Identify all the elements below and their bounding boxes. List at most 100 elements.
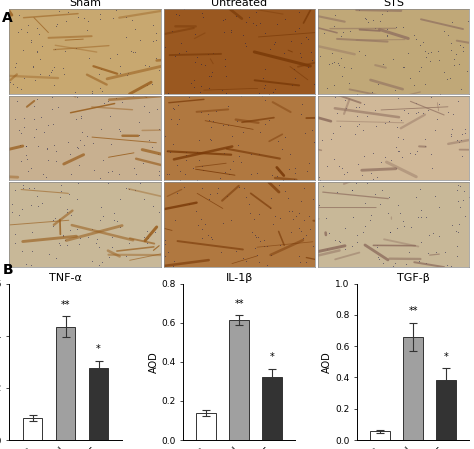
Point: [117, 62, 124, 70]
Point: [13, 97, 20, 104]
Point: [129, 49, 137, 56]
Point: [259, 92, 266, 99]
Point: [310, 196, 317, 203]
Point: [227, 165, 234, 172]
Point: [55, 103, 62, 110]
Point: [55, 240, 63, 247]
Point: [318, 136, 326, 144]
Point: [455, 229, 462, 236]
Point: [127, 48, 135, 55]
Point: [243, 257, 250, 264]
Point: [146, 231, 154, 238]
Point: [128, 16, 136, 23]
Point: [78, 128, 86, 135]
Point: [461, 129, 468, 136]
Point: [15, 28, 22, 35]
Point: [276, 215, 284, 222]
Point: [307, 226, 314, 233]
Point: [63, 206, 71, 213]
Point: [360, 127, 367, 134]
Point: [308, 126, 316, 133]
Point: [389, 56, 396, 63]
Point: [255, 150, 263, 158]
Point: [49, 222, 56, 229]
Point: [145, 108, 153, 115]
Point: [431, 127, 439, 134]
Point: [17, 158, 25, 165]
Point: [288, 207, 295, 214]
Point: [376, 256, 383, 263]
Point: [197, 60, 205, 67]
Point: [66, 150, 74, 158]
Point: [181, 183, 188, 190]
Point: [369, 150, 376, 157]
Point: [412, 35, 419, 43]
Point: [97, 174, 104, 181]
Point: [352, 131, 359, 138]
Point: [52, 254, 60, 261]
Point: [60, 233, 67, 240]
Point: [196, 88, 204, 95]
Point: [72, 44, 80, 52]
Bar: [55, 326, 75, 440]
Point: [281, 133, 289, 140]
Bar: [89, 368, 109, 440]
Point: [338, 164, 346, 172]
Point: [256, 128, 264, 136]
Point: [266, 46, 274, 53]
Point: [200, 13, 207, 21]
Point: [301, 216, 308, 224]
Point: [132, 171, 140, 178]
Point: [143, 239, 150, 247]
Point: [338, 72, 346, 79]
Point: [336, 122, 344, 129]
Point: [207, 233, 215, 240]
Point: [192, 207, 200, 214]
Point: [292, 164, 299, 171]
Point: [9, 80, 17, 87]
Point: [22, 142, 30, 150]
Point: [153, 106, 161, 113]
Point: [447, 47, 455, 54]
Point: [383, 25, 391, 32]
Point: [303, 167, 311, 174]
Point: [413, 148, 421, 155]
Point: [149, 22, 157, 29]
Point: [108, 140, 115, 147]
Point: [427, 93, 435, 101]
Point: [456, 182, 464, 189]
Point: [106, 54, 113, 61]
Point: [169, 105, 176, 112]
Point: [239, 31, 247, 39]
Point: [220, 150, 228, 157]
Point: [262, 120, 269, 128]
Point: [137, 180, 144, 187]
Point: [288, 229, 295, 236]
Point: [359, 229, 366, 236]
Text: A: A: [2, 11, 13, 25]
Point: [229, 158, 237, 165]
Point: [97, 15, 104, 22]
Point: [341, 246, 349, 253]
Point: [441, 249, 449, 256]
Point: [266, 204, 273, 211]
Point: [90, 166, 98, 173]
Point: [36, 31, 43, 38]
Point: [95, 243, 103, 250]
Point: [129, 93, 137, 100]
Point: [11, 186, 18, 193]
Point: [83, 26, 91, 33]
Point: [416, 42, 424, 49]
Point: [387, 229, 394, 236]
Point: [374, 254, 382, 261]
Point: [427, 48, 435, 56]
Point: [373, 174, 381, 181]
Point: [369, 89, 376, 96]
Point: [12, 115, 19, 122]
Point: [235, 153, 242, 160]
Point: [457, 85, 465, 92]
Point: [300, 185, 308, 192]
Point: [337, 33, 345, 40]
Point: [190, 165, 197, 172]
Point: [32, 126, 39, 133]
